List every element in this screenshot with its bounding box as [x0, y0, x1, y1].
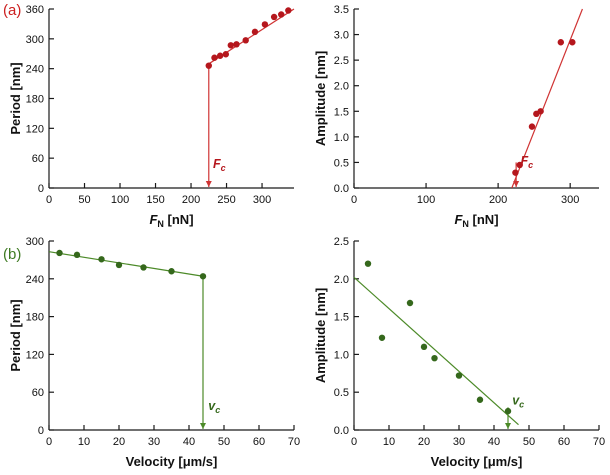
x-tick-label: 30 [452, 436, 464, 448]
data-points [511, 39, 576, 176]
x-tick-label: 200 [181, 194, 199, 206]
critical-arrowhead [504, 423, 511, 429]
y-tick-label: 0.0 [333, 425, 348, 437]
y-tick-label: 0.5 [333, 387, 348, 399]
x-tick-label: 20 [417, 436, 429, 448]
y-tick-label: 360 [25, 4, 43, 16]
x-tick-label: 0 [45, 436, 51, 448]
data-points [55, 249, 206, 280]
axes [47, 240, 295, 431]
x-tick-label: 10 [77, 436, 89, 448]
y-tick-label: 0.5 [333, 157, 348, 169]
data-points [364, 260, 511, 415]
x-tick-label: 300 [560, 194, 578, 206]
axes [352, 240, 600, 431]
y-tick-label: 60 [31, 387, 43, 399]
x-tick-label: 200 [488, 194, 506, 206]
x-axis-label: Velocity [μm/s] [430, 454, 522, 469]
y-tick-label: 180 [25, 94, 43, 106]
x-tick-label: 50 [522, 436, 534, 448]
panel-label-b: (b) [3, 246, 22, 263]
x-tick-label: 0 [350, 436, 356, 448]
x-tick-label: 20 [112, 436, 124, 448]
critical-label: Fc [520, 154, 533, 170]
y-tick-label: 0 [37, 425, 43, 437]
critical-arrowhead [199, 423, 206, 429]
cell-bottom-left: 0 10 20 30 40 50 60 70 0 60 120 180 240 300 Velocity [… [0, 232, 305, 475]
x-tick-label: 0 [350, 194, 356, 206]
y-tick-label: 2.5 [333, 236, 348, 248]
y-tick-label: 120 [25, 349, 43, 361]
critical-arrowhead [512, 181, 519, 187]
cell-top-left: 0 50 100 150 200 250 300 0 60 120 180 240 300 360 FN [… [0, 0, 305, 232]
y-tick-label: 240 [25, 64, 43, 76]
x-axis-label: FN [nN] [454, 212, 498, 229]
y-tick-label: 2.5 [333, 55, 348, 67]
x-tick-label: 70 [287, 436, 299, 448]
cell-top-right: 0 100 200 300 0.0 0.5 1.0 1.5 2.0 2.5 3.0 3.5 FN [nN… [305, 0, 610, 232]
x-axis-label: Velocity [μm/s] [125, 454, 217, 469]
y-tick-label: 240 [25, 274, 43, 286]
axes [47, 8, 294, 189]
y-tick-label: 120 [25, 123, 43, 135]
critical-label: Fc [213, 157, 226, 173]
x-tick-label: 40 [182, 436, 194, 448]
x-tick-label: 100 [416, 194, 434, 206]
x-tick-label: 250 [217, 194, 235, 206]
y-tick-label: 0 [37, 183, 43, 195]
y-tick-label: 300 [25, 34, 43, 46]
panel-label-a: (a) [3, 2, 22, 19]
y-axis-label: Amplitude [nm] [313, 51, 328, 146]
x-tick-label: 40 [487, 436, 499, 448]
critical-arrowhead [205, 181, 212, 187]
x-tick-label: 50 [78, 194, 90, 206]
x-axis-label: FN [nN] [149, 212, 193, 229]
y-tick-label: 0.0 [333, 183, 348, 195]
x-tick-label: 0 [45, 194, 51, 206]
y-tick-label: 60 [31, 153, 43, 165]
y-tick-label: 1.0 [333, 132, 348, 144]
y-axis-label: Amplitude [nm] [313, 288, 328, 383]
y-tick-label: 180 [25, 312, 43, 324]
fit-line [353, 276, 519, 426]
x-tick-label: 30 [147, 436, 159, 448]
data-points [205, 7, 292, 69]
chart-amplitude-vs-velocity: 0 10 20 30 40 50 60 70 0.0 0.5 1.0 1.5 2.0 2.5 Velocit… [313, 236, 605, 469]
y-axis-label: Period [nm] [8, 299, 23, 371]
x-tick-label: 60 [252, 436, 264, 448]
y-tick-label: 1.5 [333, 106, 348, 118]
cell-bottom-right: 0 10 20 30 40 50 60 70 0.0 0.5 1.0 1.5 2.0 2.5 Velocit… [305, 232, 610, 475]
y-tick-label: 3.0 [333, 30, 348, 42]
critical-label: vc [512, 393, 524, 409]
x-tick-label: 70 [592, 436, 604, 448]
x-tick-label: 60 [557, 436, 569, 448]
chart-amplitude-vs-normal-force: 0 100 200 300 0.0 0.5 1.0 1.5 2.0 2.5 3.0 3.5 FN [nN… [313, 4, 599, 229]
y-tick-label: 2.0 [333, 81, 348, 93]
y-tick-label: 1.5 [333, 312, 348, 324]
y-tick-label: 2.0 [333, 274, 348, 286]
y-tick-label: 3.5 [333, 4, 348, 16]
x-tick-label: 100 [110, 194, 128, 206]
y-tick-label: 1.0 [333, 349, 348, 361]
fit-line [510, 8, 583, 189]
chart-period-vs-velocity: 0 10 20 30 40 50 60 70 0 60 120 180 240 300 Velocity [… [8, 236, 300, 469]
x-tick-label: 150 [146, 194, 164, 206]
critical-label: vc [208, 399, 220, 415]
chart-period-vs-normal-force: 0 50 100 150 200 250 300 0 60 120 180 240 300 360 FN [… [8, 4, 294, 229]
x-tick-label: 50 [217, 436, 229, 448]
fit-line [48, 251, 203, 277]
x-tick-label: 300 [252, 194, 270, 206]
y-axis-label: Period [nm] [8, 62, 23, 134]
axes [352, 8, 599, 189]
x-tick-label: 10 [382, 436, 394, 448]
y-tick-label: 300 [25, 236, 43, 248]
